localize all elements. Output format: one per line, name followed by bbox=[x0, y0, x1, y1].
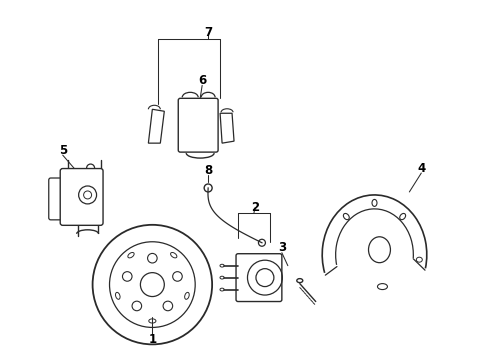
Text: 1: 1 bbox=[148, 333, 156, 346]
FancyBboxPatch shape bbox=[60, 168, 103, 225]
Text: 6: 6 bbox=[198, 74, 206, 87]
Text: 2: 2 bbox=[250, 201, 259, 215]
Polygon shape bbox=[148, 109, 164, 143]
FancyBboxPatch shape bbox=[49, 178, 64, 220]
FancyBboxPatch shape bbox=[236, 254, 281, 302]
Text: 8: 8 bbox=[203, 163, 212, 176]
Text: 3: 3 bbox=[277, 241, 285, 254]
Text: 5: 5 bbox=[59, 144, 67, 157]
Text: 4: 4 bbox=[416, 162, 425, 175]
FancyBboxPatch shape bbox=[178, 98, 218, 152]
Text: 7: 7 bbox=[203, 26, 212, 39]
Polygon shape bbox=[220, 113, 234, 143]
